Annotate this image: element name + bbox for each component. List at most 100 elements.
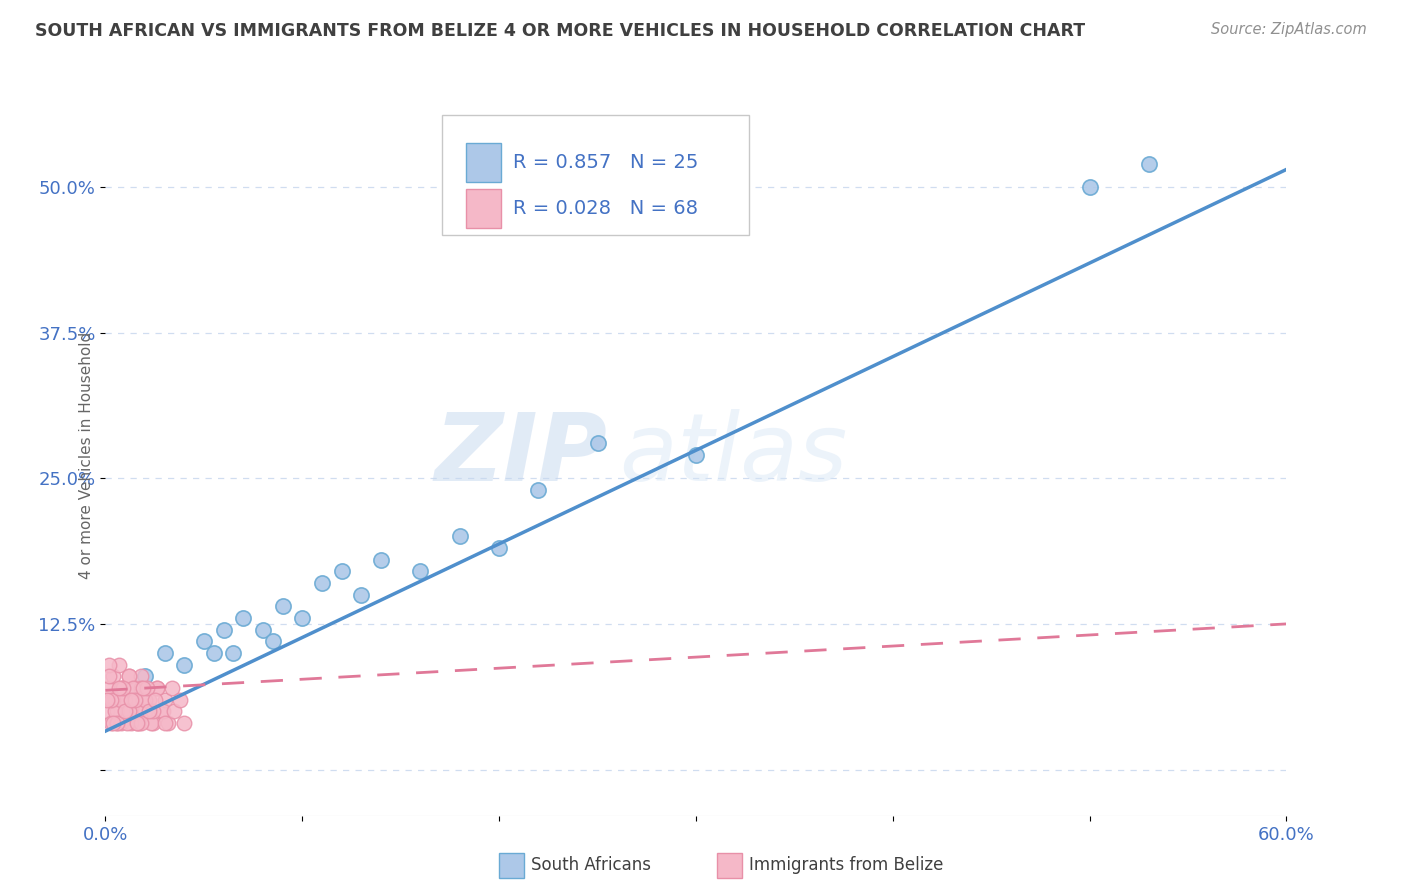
Point — [112, 681, 135, 695]
Point — [112, 681, 135, 695]
Point — [134, 704, 156, 718]
Point — [128, 715, 150, 730]
Point — [153, 692, 176, 706]
Point — [330, 565, 353, 579]
Point — [120, 715, 142, 730]
Point — [134, 692, 156, 706]
Point — [193, 634, 215, 648]
Point — [153, 715, 176, 730]
Point — [173, 715, 195, 730]
Point — [152, 704, 174, 718]
Point — [118, 669, 141, 683]
Point — [96, 704, 118, 718]
Point — [142, 704, 165, 718]
Point — [122, 692, 145, 706]
Text: R = 0.857   N = 25: R = 0.857 N = 25 — [513, 153, 699, 172]
Bar — [465, 143, 501, 182]
Text: ZIP: ZIP — [434, 409, 607, 501]
Point — [100, 715, 122, 730]
Point — [1078, 180, 1101, 194]
Point — [103, 669, 125, 683]
Y-axis label: 4 or more Vehicles in Household: 4 or more Vehicles in Household — [79, 331, 94, 579]
Point — [120, 692, 142, 706]
Point — [291, 611, 314, 625]
Point — [118, 669, 141, 683]
Point — [98, 657, 121, 672]
Point — [685, 448, 707, 462]
Point — [173, 657, 195, 672]
Point — [138, 692, 160, 706]
Point — [122, 692, 145, 706]
Point — [212, 623, 235, 637]
Point — [104, 704, 127, 718]
Point — [110, 715, 132, 730]
Point — [149, 704, 172, 718]
Point — [128, 704, 150, 718]
Point — [105, 704, 128, 718]
Point — [139, 715, 162, 730]
Point — [350, 588, 373, 602]
Point — [98, 669, 121, 683]
Point — [124, 681, 146, 695]
Point — [252, 623, 274, 637]
Point — [409, 565, 432, 579]
Point — [138, 704, 160, 718]
Point — [118, 704, 141, 718]
Point — [145, 681, 167, 695]
Point — [134, 669, 156, 683]
Point — [103, 692, 125, 706]
Point — [129, 715, 152, 730]
Point — [98, 681, 121, 695]
Point — [115, 715, 138, 730]
Point — [100, 692, 122, 706]
Point — [122, 681, 145, 695]
Point — [124, 681, 146, 695]
FancyBboxPatch shape — [441, 115, 749, 235]
Point — [103, 715, 125, 730]
Text: R = 0.028   N = 68: R = 0.028 N = 68 — [513, 199, 697, 218]
Point — [105, 715, 128, 730]
Point — [202, 646, 225, 660]
Point — [222, 646, 245, 660]
Point — [527, 483, 550, 497]
Text: atlas: atlas — [619, 409, 848, 500]
Point — [125, 715, 148, 730]
Point — [157, 715, 180, 730]
Point — [449, 529, 471, 543]
Point — [125, 715, 148, 730]
Point — [110, 692, 132, 706]
Point — [262, 634, 284, 648]
Point — [132, 692, 155, 706]
Point — [134, 704, 156, 718]
Point — [163, 704, 186, 718]
Point — [105, 715, 128, 730]
Point — [153, 646, 176, 660]
Point — [108, 681, 131, 695]
Point — [488, 541, 510, 556]
Point — [96, 692, 118, 706]
Point — [169, 692, 191, 706]
Point — [1137, 156, 1160, 170]
Point — [115, 704, 138, 718]
Text: Source: ZipAtlas.com: Source: ZipAtlas.com — [1211, 22, 1367, 37]
Point — [110, 681, 132, 695]
Point — [108, 657, 131, 672]
Text: Immigrants from Belize: Immigrants from Belize — [749, 856, 943, 874]
Point — [114, 704, 136, 718]
Point — [271, 599, 294, 614]
Point — [124, 692, 146, 706]
Point — [162, 681, 184, 695]
Text: SOUTH AFRICAN VS IMMIGRANTS FROM BELIZE 4 OR MORE VEHICLES IN HOUSEHOLD CORRELAT: SOUTH AFRICAN VS IMMIGRANTS FROM BELIZE … — [35, 22, 1085, 40]
Point — [311, 576, 333, 591]
Point — [142, 715, 165, 730]
Point — [370, 553, 392, 567]
Point — [145, 681, 167, 695]
Point — [125, 704, 148, 718]
Point — [104, 692, 127, 706]
Point — [114, 692, 136, 706]
Point — [135, 681, 157, 695]
Point — [586, 436, 609, 450]
Text: South Africans: South Africans — [531, 856, 651, 874]
Point — [132, 681, 155, 695]
Point — [129, 681, 152, 695]
